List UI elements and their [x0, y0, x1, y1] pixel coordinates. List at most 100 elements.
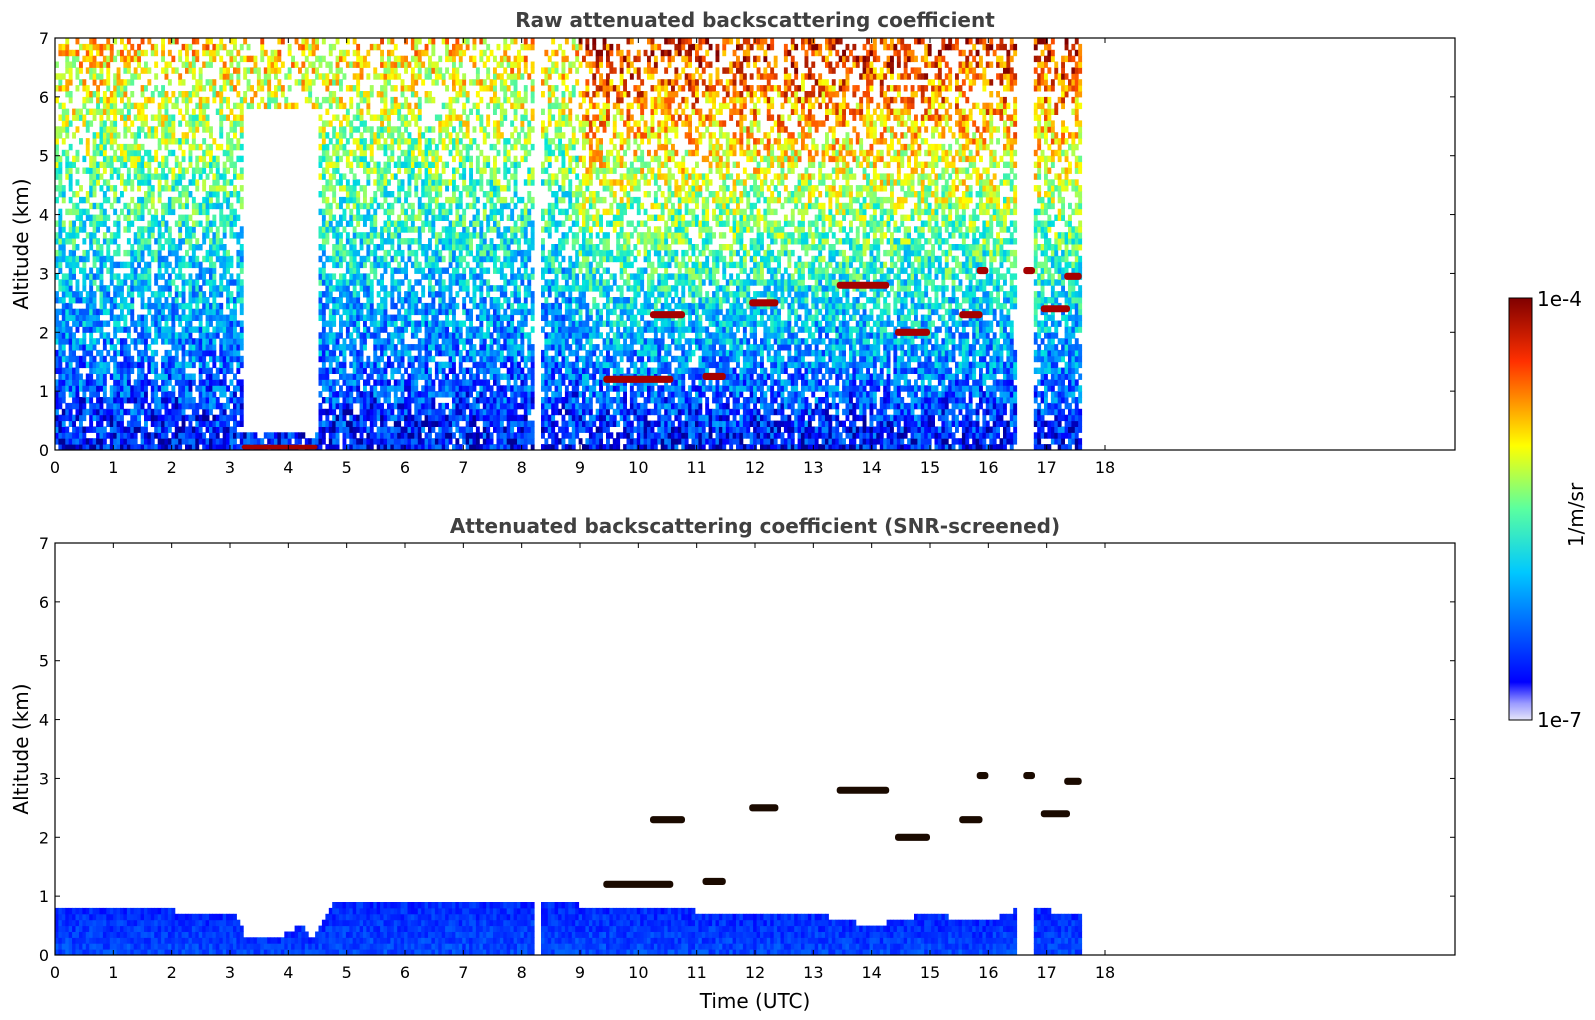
data-cell [174, 338, 179, 345]
data-cell [68, 49, 73, 57]
data-cell [191, 196, 196, 204]
data-cell [448, 391, 453, 398]
data-cell [339, 185, 343, 192]
data-cell [229, 220, 234, 227]
data-cell [328, 43, 333, 51]
data-cell [61, 367, 66, 374]
data-cell [455, 138, 460, 145]
data-cell [209, 38, 213, 45]
data-cell [72, 261, 76, 269]
data-cell [448, 355, 453, 363]
data-cell [137, 238, 141, 245]
data-cell [198, 114, 203, 121]
data-cell [209, 238, 213, 245]
data-cell [417, 320, 422, 327]
data-cell [167, 196, 172, 204]
data-cell [202, 226, 207, 233]
data-cell [366, 373, 371, 380]
data-cell [321, 191, 326, 198]
data-cell [356, 161, 361, 168]
data-cell [130, 355, 135, 363]
data-cell [185, 438, 189, 445]
data-cell [102, 102, 107, 110]
data-cell [236, 238, 241, 245]
data-cell [455, 391, 460, 398]
data-cell [393, 320, 398, 327]
data-cell [157, 114, 162, 121]
data-cell [161, 438, 165, 445]
data-cell [438, 444, 443, 450]
data-cell [133, 385, 138, 392]
data-cell [462, 244, 467, 251]
data-cell [140, 279, 145, 286]
data-cell [137, 444, 141, 450]
data-cell [462, 320, 467, 327]
data-cell [61, 302, 66, 310]
data-cell [68, 314, 73, 321]
data-cell [328, 355, 333, 363]
data-cell [133, 320, 138, 327]
data-cell [96, 385, 100, 392]
data-cell [236, 102, 241, 110]
data-cell [417, 238, 422, 245]
data-cell [298, 67, 302, 74]
data-cell [202, 414, 207, 422]
data-cell [339, 173, 343, 180]
data-cell [58, 344, 63, 351]
data-cell [448, 196, 453, 204]
data-cell [321, 279, 326, 286]
data-cell [328, 220, 333, 227]
data-cell [144, 314, 148, 321]
data-cell [219, 349, 224, 357]
data-cell [140, 120, 145, 127]
data-cell [455, 49, 460, 57]
data-cell [202, 332, 207, 339]
data-cell [448, 420, 453, 427]
data-cell [325, 226, 330, 233]
data-cell [438, 267, 443, 274]
data-cell [421, 149, 426, 157]
data-cell [195, 202, 200, 210]
data-cell [102, 332, 107, 339]
data-cell [72, 367, 76, 374]
data-cell [222, 179, 227, 186]
data-cell [369, 138, 374, 145]
data-cell [58, 332, 63, 339]
data-cell [202, 444, 207, 450]
data-cell [318, 173, 323, 180]
data-cell [61, 255, 66, 263]
data-cell [479, 96, 484, 104]
data-cell [164, 408, 169, 416]
data-cell [332, 344, 337, 351]
data-cell [75, 402, 80, 410]
data-cell [79, 402, 83, 410]
data-cell [421, 132, 426, 139]
data-cell [99, 397, 104, 404]
data-cell [363, 279, 367, 286]
data-cell [369, 373, 374, 380]
data-cell [356, 55, 361, 63]
data-cell [380, 202, 384, 210]
data-cell [363, 91, 367, 98]
data-cell [233, 120, 237, 127]
data-cell [102, 302, 107, 310]
data-cell [349, 244, 354, 251]
data-cell [342, 255, 347, 263]
data-cell [233, 297, 237, 304]
data-cell [185, 338, 189, 345]
data-cell [147, 379, 152, 386]
data-cell [120, 79, 124, 86]
data-cell [85, 196, 90, 204]
data-cell [380, 444, 384, 450]
data-cell [233, 349, 237, 357]
data-cell [325, 73, 330, 80]
data-cell [417, 214, 422, 221]
data-cell [167, 391, 172, 398]
data-cell [363, 420, 367, 427]
data-cell [352, 361, 357, 369]
data-cell [393, 279, 398, 286]
data-cell [455, 167, 460, 174]
data-cell [380, 191, 384, 198]
data-cell [465, 238, 470, 245]
data-cell [284, 96, 289, 104]
